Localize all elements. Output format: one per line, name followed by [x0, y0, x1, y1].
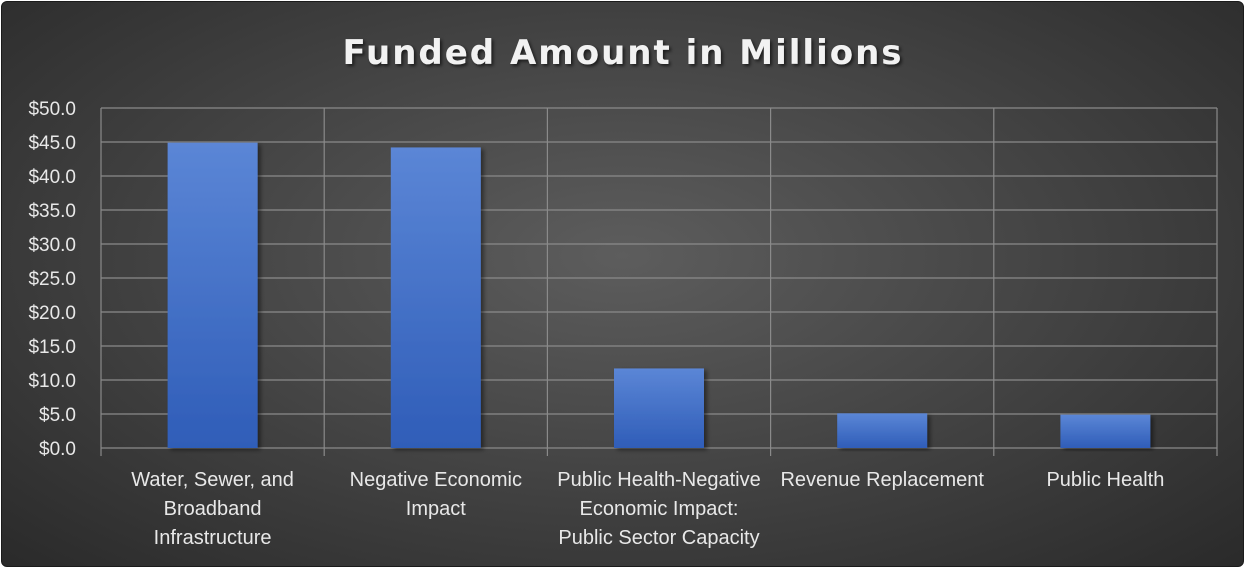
x-axis: Water, Sewer, and Broadband Infrastructure… — [131, 469, 1164, 549]
bars — [167, 142, 1151, 448]
y-tick-label: $35.0 — [28, 201, 76, 222]
bar — [167, 142, 258, 448]
chart-title: Funded Amount in Millions — [342, 33, 903, 73]
y-tick-label: $20.0 — [28, 303, 76, 324]
y-tick-label: $15.0 — [28, 337, 76, 358]
x-category-label: Water, Sewer, and Broadband Infrastructure — [131, 469, 294, 549]
y-tick-label: $10.0 — [28, 371, 76, 392]
x-category-label: Public Health-Negative Economic Impact: Pu… — [557, 469, 760, 549]
bar — [1060, 414, 1151, 448]
x-category-label: Revenue Replacement — [780, 469, 984, 491]
bar — [614, 368, 704, 448]
y-tick-label: $45.0 — [28, 133, 76, 154]
bar — [837, 413, 928, 448]
x-category-label: Public Health — [1046, 469, 1164, 491]
y-tick-label: $50.0 — [28, 99, 76, 120]
y-axis: $0.0 $5.0 $10.0 $15.0 $20.0 $25.0 $30.0 $35.0 $4… — [28, 99, 76, 460]
x-category-label: Negative Economic Impact — [350, 469, 522, 520]
y-tick-label: $40.0 — [28, 167, 76, 188]
bar — [390, 147, 481, 448]
y-tick-label: $0.0 — [39, 439, 76, 460]
y-tick-label: $25.0 — [28, 269, 76, 290]
y-tick-label: $5.0 — [39, 405, 76, 426]
y-tick-label: $30.0 — [28, 235, 76, 256]
grid — [100, 107, 1218, 456]
